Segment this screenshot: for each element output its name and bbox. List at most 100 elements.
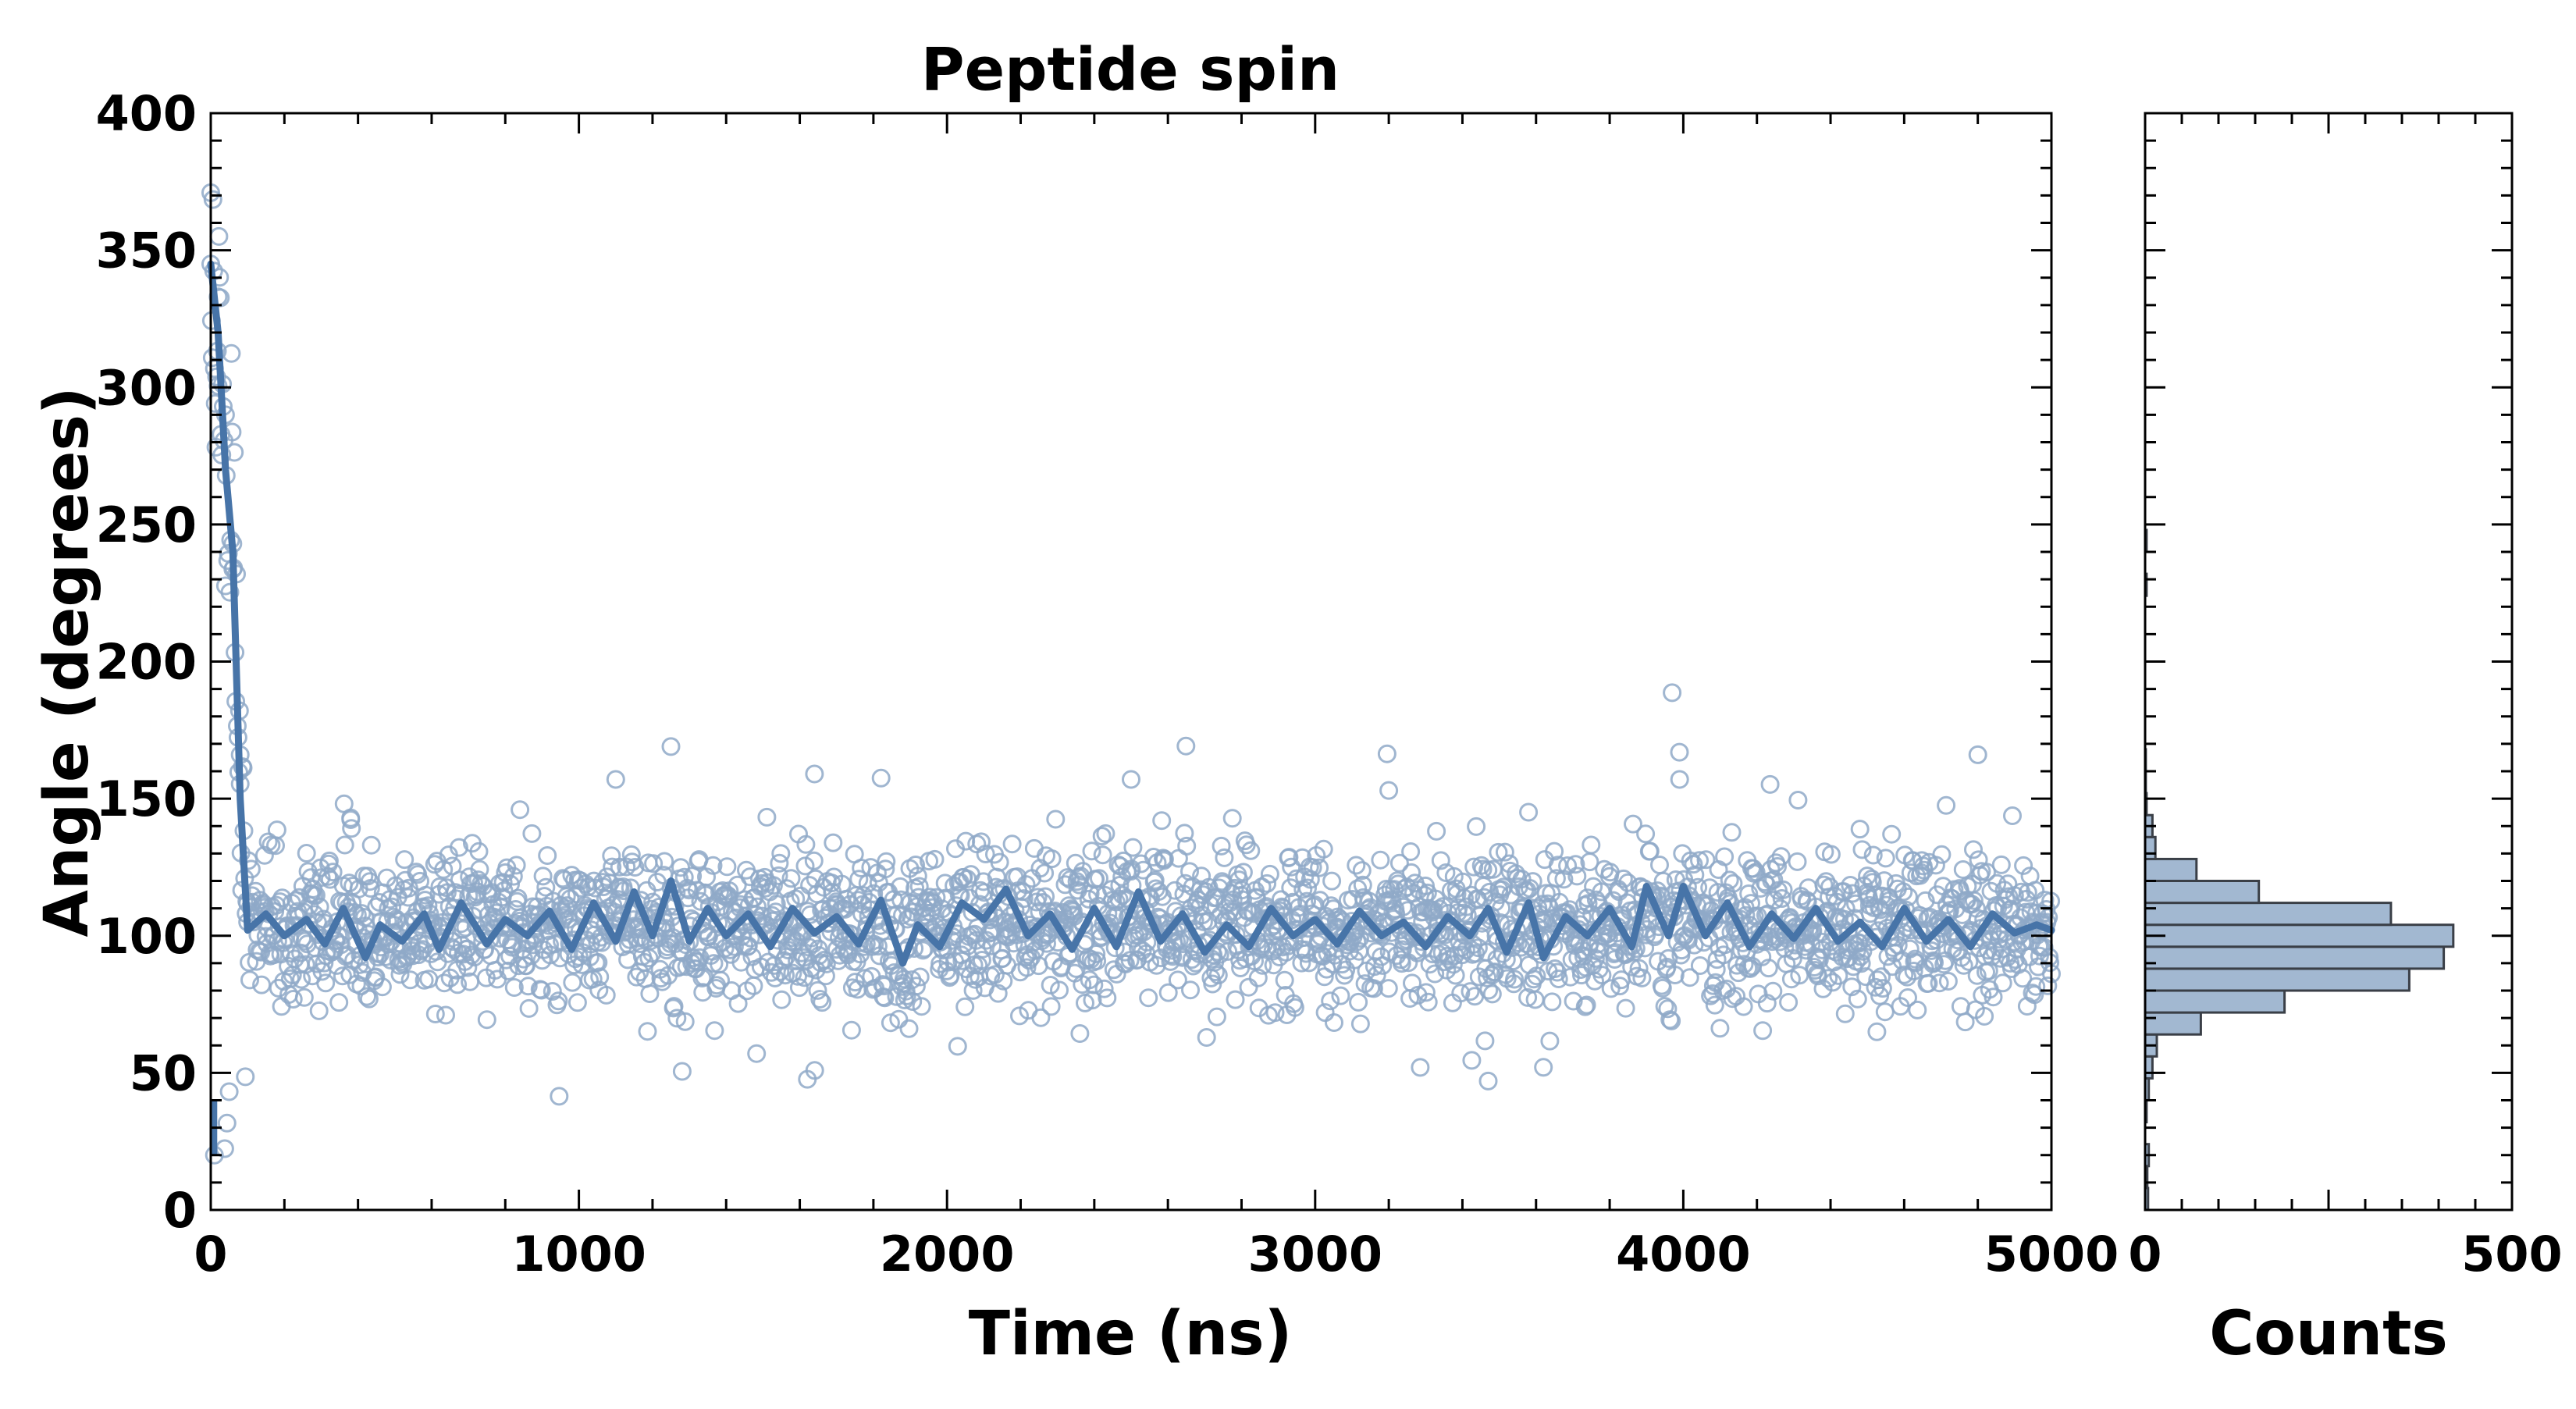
scatter-point xyxy=(1446,966,1465,985)
histogram-x-axis-label: Counts xyxy=(2209,1299,2448,1369)
scatter-point xyxy=(494,881,514,901)
scatter-point xyxy=(1577,995,1596,1015)
scatter-point xyxy=(1959,952,1979,971)
scatter-point xyxy=(1523,872,1542,891)
scatter-point xyxy=(767,895,786,914)
scatter-point xyxy=(1031,1008,1051,1027)
scatter-point xyxy=(1475,1031,1495,1051)
scatter-point xyxy=(1210,945,1229,964)
scatter-point xyxy=(1109,889,1129,909)
scatter-point xyxy=(335,835,354,855)
scatter-point xyxy=(1720,870,1739,890)
scatter-point xyxy=(1115,955,1135,973)
scatter-point xyxy=(1379,979,1398,998)
scatter-point xyxy=(678,878,697,898)
scatter-point xyxy=(1028,888,1048,907)
scatter-point xyxy=(788,966,807,986)
scatter-point xyxy=(1759,959,1778,978)
scatter-point xyxy=(1070,1024,1090,1043)
x-axis-label: Time (ns) xyxy=(969,1299,1293,1369)
scatter-point xyxy=(1685,935,1704,955)
scatter-point xyxy=(233,758,253,777)
scatter-point xyxy=(1582,835,1601,855)
scatter-point xyxy=(774,951,794,970)
scatter-point xyxy=(1260,864,1279,884)
scatter-point xyxy=(1059,896,1079,916)
scatter-point xyxy=(711,970,730,990)
scatter-point xyxy=(1389,853,1409,873)
scatter-point xyxy=(1547,962,1567,982)
scatter-point xyxy=(1852,954,1871,973)
scatter-point xyxy=(1087,951,1107,970)
scatter-point xyxy=(333,966,352,986)
scatter-point xyxy=(1090,869,1108,888)
scatter-point xyxy=(705,1021,724,1041)
scatter-point xyxy=(360,872,379,891)
scatter-point xyxy=(1492,898,1511,918)
scatter-point xyxy=(453,920,472,939)
scatter-point xyxy=(522,824,542,843)
scatter-point xyxy=(999,925,1019,945)
scatter-point xyxy=(1080,970,1099,990)
scatter-point xyxy=(1495,842,1514,862)
scatter-point xyxy=(1082,841,1101,861)
y-tick-label: 200 xyxy=(96,634,197,691)
scatter-point xyxy=(799,902,818,921)
scatter-point xyxy=(1482,984,1502,1004)
scatter-point xyxy=(1991,855,2011,874)
scatter-point xyxy=(1236,835,1256,855)
scatter-point xyxy=(1233,863,1253,882)
scatter-point xyxy=(1197,1028,1216,1047)
scatter-point xyxy=(873,975,892,994)
scatter-point xyxy=(1304,897,1323,916)
y-tick-label: 300 xyxy=(96,359,197,416)
scatter-point xyxy=(1177,836,1197,856)
scatter-point xyxy=(1207,1007,1226,1027)
scatter-point xyxy=(1233,890,1252,909)
scatter-point xyxy=(1431,851,1450,870)
scatter-point xyxy=(1403,973,1421,993)
scatter-point xyxy=(1640,841,1660,861)
scatter-point xyxy=(1451,984,1471,1003)
scatter-point xyxy=(511,800,530,820)
scatter-point xyxy=(486,961,505,980)
scatter-point xyxy=(1540,1031,1560,1051)
scatter-point xyxy=(1158,983,1178,1002)
scatter-point xyxy=(1690,851,1709,870)
scatter-point xyxy=(1863,845,1883,865)
scatter-point xyxy=(661,737,681,756)
scatter-point xyxy=(1016,948,1035,967)
scatter-point xyxy=(1478,1071,1498,1091)
scatter-point xyxy=(976,845,995,863)
scatter-point xyxy=(297,844,316,863)
y-tick-label: 150 xyxy=(96,770,197,827)
y-tick-label: 400 xyxy=(96,85,197,142)
histogram-bar xyxy=(2144,902,2393,927)
scatter-point xyxy=(1558,856,1578,875)
scatter-point xyxy=(1585,948,1605,968)
scatter-point xyxy=(503,934,522,954)
scatter-point xyxy=(355,908,375,927)
scatter-point xyxy=(1094,979,1114,998)
scatter-point xyxy=(1749,984,1768,1004)
scatter-point xyxy=(309,1001,329,1020)
scatter-point xyxy=(809,939,828,959)
scatter-point xyxy=(1314,839,1333,859)
histogram-bar xyxy=(2144,880,2261,905)
scatter-point xyxy=(1279,848,1299,867)
scatter-point xyxy=(876,859,895,879)
scatter-point xyxy=(1690,956,1710,975)
scatter-point xyxy=(361,879,380,898)
scatter-point xyxy=(1670,742,1689,762)
scatter-point xyxy=(1937,795,1956,815)
scatter-point xyxy=(1660,1010,1680,1030)
scatter-point xyxy=(1722,823,1742,842)
scatter-point xyxy=(1113,885,1133,905)
scatter-point xyxy=(889,1009,909,1029)
histogram-x-tick-label: 500 xyxy=(2461,1226,2562,1283)
scatter-point xyxy=(1696,850,1716,870)
scatter-point xyxy=(350,955,369,974)
scatter-point xyxy=(1402,863,1421,882)
scatter-point xyxy=(1757,994,1777,1013)
scatter-point xyxy=(1788,791,1808,809)
